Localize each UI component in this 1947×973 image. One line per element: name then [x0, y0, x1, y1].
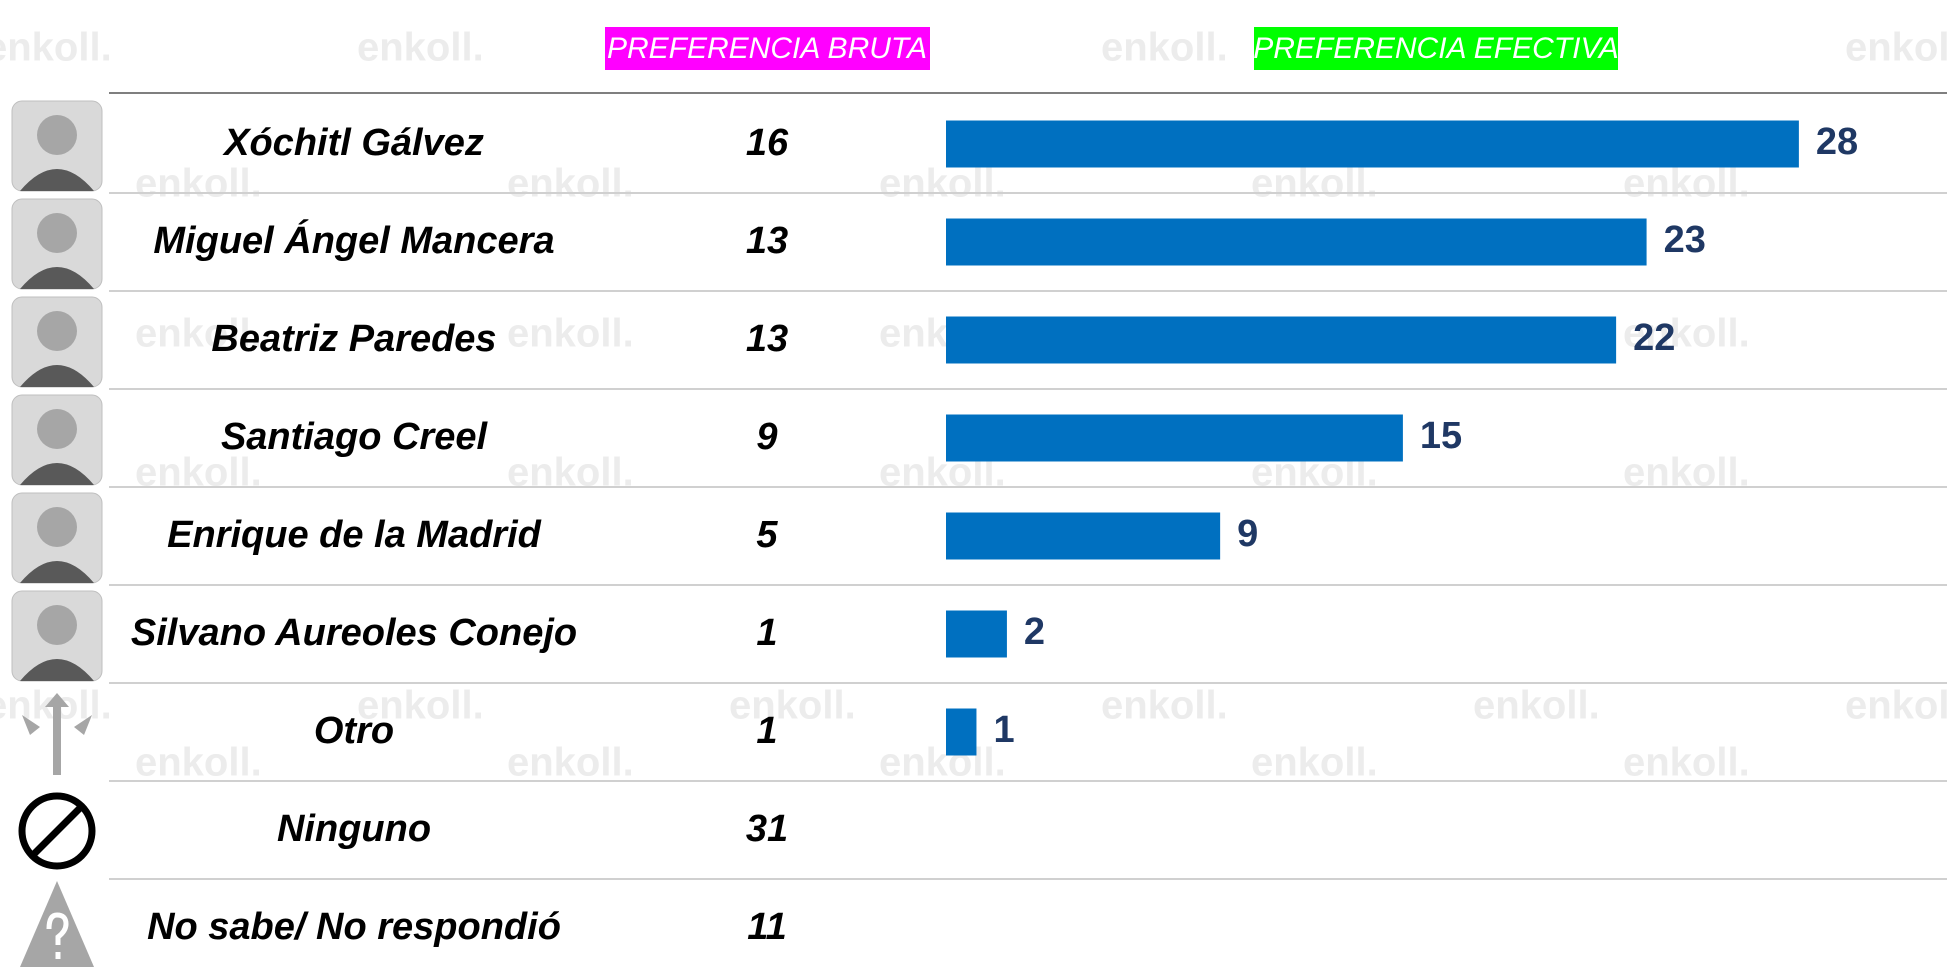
- raw-value: 1: [756, 612, 777, 654]
- watermark: enkoll.: [507, 162, 634, 206]
- raw-value: 13: [746, 220, 788, 262]
- watermark: enkoll.: [1473, 684, 1600, 728]
- watermark: enkoll.: [1101, 26, 1228, 70]
- candidate-name: Silvano Aureoles Conejo: [131, 612, 577, 654]
- bar: [946, 513, 1220, 560]
- candidate-name: Otro: [314, 710, 394, 752]
- value-label: 22: [1633, 317, 1675, 359]
- bar: [946, 415, 1403, 462]
- watermark: enkoll.: [1845, 684, 1947, 728]
- watermark: enkoll.: [879, 162, 1006, 206]
- candidate-name: Ninguno: [277, 808, 431, 850]
- watermark: enkoll.: [1101, 684, 1228, 728]
- watermark: enkoll.: [0, 26, 112, 70]
- watermark: enkoll.: [1623, 741, 1750, 785]
- raw-value: 31: [746, 808, 788, 850]
- candidate-name: Santiago Creel: [221, 416, 489, 458]
- watermark: enkoll.: [1251, 741, 1378, 785]
- value-label: 1: [993, 709, 1014, 751]
- watermark: enkoll.: [1845, 26, 1947, 70]
- candidate-name: Enrique de la Madrid: [167, 514, 542, 556]
- raw-value: 9: [756, 416, 777, 458]
- value-label: 28: [1816, 121, 1858, 163]
- value-label: 2: [1024, 611, 1045, 653]
- watermark: enkoll.: [879, 741, 1006, 785]
- raw-value: 1: [756, 710, 777, 752]
- watermark: enkoll.: [507, 312, 634, 356]
- raw-value: 16: [746, 122, 789, 164]
- candidate-name: Miguel Ángel Mancera: [153, 218, 554, 262]
- photo-head: [37, 605, 77, 645]
- photo-head: [37, 409, 77, 449]
- watermark: enkoll.: [729, 684, 856, 728]
- photo-head: [37, 507, 77, 547]
- header-label: PREFERENCIA BRUTA: [607, 32, 927, 65]
- header-label: PREFERENCIA EFECTIVA: [1253, 32, 1619, 65]
- value-label: 23: [1664, 219, 1706, 261]
- watermark: enkoll.: [135, 741, 262, 785]
- watermark: enkoll.: [135, 162, 262, 206]
- photo-head: [37, 311, 77, 351]
- watermark: enkoll.: [1623, 162, 1750, 206]
- candidate-name: Beatriz Paredes: [211, 318, 496, 360]
- watermark: enkoll.: [357, 26, 484, 70]
- watermark: enkoll.: [1251, 162, 1378, 206]
- icon-ninguno-slash: [33, 807, 81, 855]
- bar: [946, 219, 1647, 266]
- watermark: enkoll.: [507, 741, 634, 785]
- raw-value: 11: [747, 906, 786, 948]
- value-label: 15: [1420, 415, 1462, 457]
- bar: [946, 709, 976, 756]
- bar: [946, 317, 1616, 364]
- bar: [946, 611, 1007, 658]
- candidate-name: No sabe/ No respondió: [147, 906, 561, 948]
- raw-value: 13: [746, 318, 788, 360]
- candidate-name: Xóchitl Gálvez: [222, 122, 484, 164]
- photo-head: [37, 213, 77, 253]
- bar: [946, 121, 1799, 168]
- value-label: 9: [1237, 513, 1258, 555]
- raw-value: 5: [756, 514, 778, 556]
- chart: enkoll. enkoll. enkoll. enkoll. enkoll. enkol…: [0, 0, 1947, 973]
- photo-head: [37, 115, 77, 155]
